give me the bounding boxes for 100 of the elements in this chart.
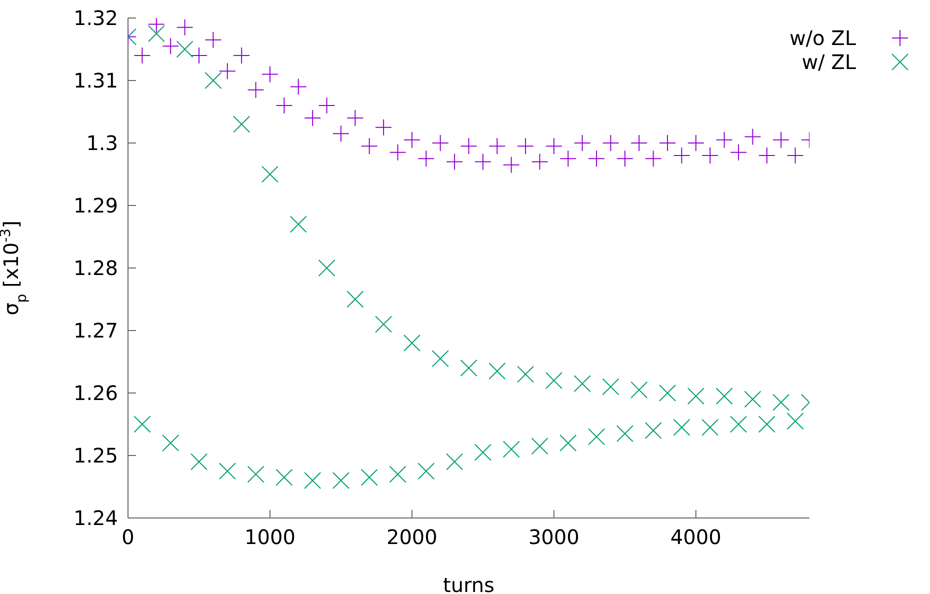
point [134,416,151,433]
y-tick-label: 1.31 [73,68,118,93]
point [375,118,392,136]
point [304,110,322,126]
point [730,144,747,161]
point [360,468,378,486]
point [502,440,520,458]
x-tick-label: 1000 [244,525,296,550]
point [644,422,662,439]
point [261,66,278,83]
point [318,97,336,114]
point [176,40,194,58]
point [588,428,605,446]
point [730,416,747,433]
point [218,462,236,480]
point [148,25,165,42]
point [233,116,250,133]
point [517,366,534,383]
point [276,468,293,486]
y-tick-label: 1.32 [73,6,118,30]
x-tick-label: 3000 [528,525,580,550]
point [446,453,464,470]
point [786,412,804,430]
point [346,290,364,308]
point [687,134,704,152]
point [233,47,250,64]
point [389,466,406,483]
point [460,360,478,376]
point [488,138,506,155]
y-tick-label: 1.28 [73,256,118,280]
point [290,78,307,96]
x-axis-title: turns [442,573,494,594]
point [134,47,151,64]
point [162,434,180,452]
point [488,362,506,380]
point [446,153,464,170]
point [616,150,634,168]
point [432,134,449,152]
point [702,147,719,164]
y-tick-label: 1.24 [73,506,118,530]
point [658,134,676,152]
point [758,147,776,164]
point [531,438,548,455]
point [673,418,690,436]
point [375,316,392,333]
point [560,150,577,168]
legend-label: w/ ZL [802,50,856,74]
y-tick-label: 1.29 [73,194,118,218]
point [418,150,435,168]
point [531,153,548,170]
y-tick-label: 1.27 [73,318,118,343]
point [574,375,591,392]
point [602,378,620,396]
point [247,466,264,483]
point [786,147,804,164]
point [389,144,406,161]
point [204,72,222,89]
point [261,166,278,183]
point [716,131,733,148]
x-tick-label: 0 [122,525,134,550]
point [332,125,350,142]
point [318,260,336,276]
point [148,18,165,33]
point [304,472,322,489]
point [176,18,194,36]
point [403,131,420,148]
point [290,216,307,233]
y-tick-label: 1.25 [73,444,118,468]
x-tick-label: 2000 [386,525,438,550]
point [190,453,208,470]
point [332,472,350,489]
point [545,372,562,389]
point [432,350,449,368]
point [474,444,492,461]
point [474,153,492,170]
point [346,110,364,126]
point [673,147,690,164]
point [702,418,719,436]
point [772,394,790,411]
point [716,388,733,405]
point [758,416,776,433]
point [744,390,762,408]
point [658,384,676,402]
point [360,138,378,155]
point [418,462,435,480]
point [644,150,662,168]
point [204,31,222,48]
legend-label: w/o ZL [789,26,856,50]
point [630,381,648,398]
point [517,138,534,155]
point [403,334,420,352]
point [545,138,562,155]
point [190,47,208,64]
point [616,425,634,442]
point [602,134,620,152]
point [744,128,762,146]
x-tick-label: 4000 [670,525,722,550]
point [247,81,264,98]
point [560,434,577,452]
point [218,62,236,80]
